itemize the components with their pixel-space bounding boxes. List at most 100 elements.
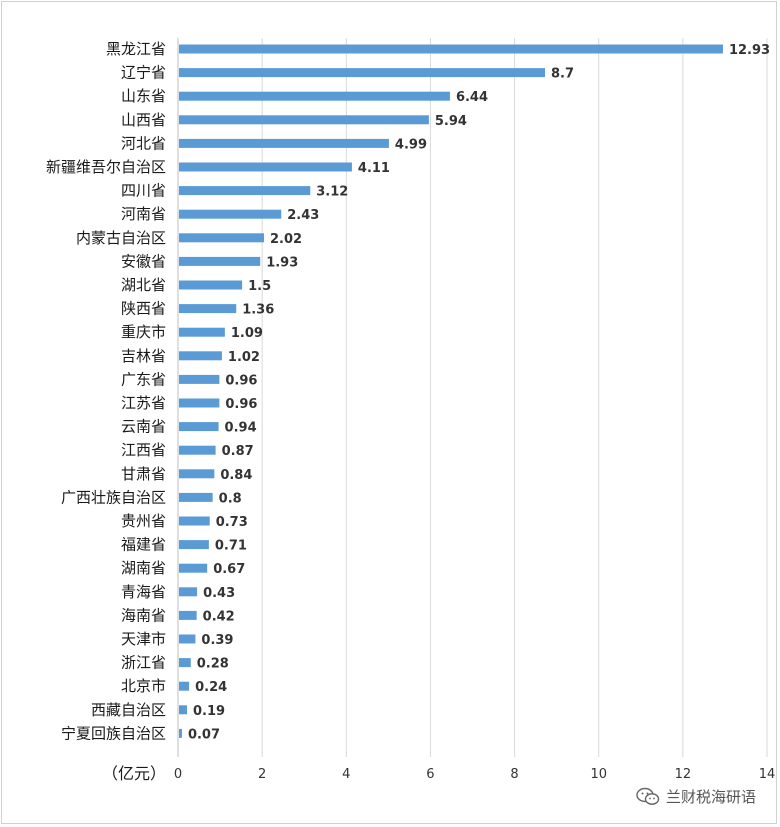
value-label: 0.71 — [215, 539, 247, 554]
category-label: 河南省 — [121, 205, 166, 223]
bar — [179, 374, 220, 384]
bar — [179, 233, 264, 243]
bar — [179, 186, 311, 196]
bar — [179, 256, 261, 266]
value-label: 5.94 — [435, 114, 467, 129]
category-label: 海南省 — [121, 606, 166, 624]
value-label: 0.73 — [216, 515, 248, 530]
value-label: 0.28 — [197, 657, 229, 672]
bar — [179, 209, 282, 219]
x-tick-label: 0 — [174, 767, 182, 782]
category-label: 贵州省 — [121, 512, 166, 530]
value-label: 2.43 — [287, 208, 319, 223]
x-tick-label: 2 — [258, 767, 266, 782]
category-label: 青海省 — [121, 583, 166, 601]
value-label: 1.36 — [242, 303, 274, 318]
value-label: 0.39 — [201, 633, 233, 648]
category-label: 江西省 — [121, 441, 166, 459]
bar — [179, 398, 220, 408]
bar — [179, 162, 352, 172]
watermark-text: 兰财税海研语 — [665, 788, 756, 806]
category-label: 陕西省 — [121, 300, 166, 318]
category-label: 山西省 — [121, 111, 166, 129]
bar — [179, 705, 187, 715]
bar — [179, 540, 209, 550]
value-label: 0.24 — [195, 680, 227, 695]
category-label: 吉林省 — [121, 347, 166, 365]
value-label: 12.93 — [729, 43, 770, 58]
category-label: 辽宁省 — [121, 64, 166, 82]
category-label: 云南省 — [121, 418, 166, 436]
category-label: 山东省 — [121, 87, 166, 105]
value-label: 0.42 — [203, 609, 235, 624]
value-label: 3.12 — [316, 185, 348, 200]
value-label: 4.11 — [358, 161, 390, 176]
value-label: 6.44 — [456, 90, 488, 105]
category-label: 湖北省 — [121, 276, 166, 294]
category-label: 广东省 — [121, 370, 166, 388]
value-label: 1.02 — [228, 350, 260, 365]
value-label-highlighted: 0.84 — [220, 468, 252, 483]
category-label: 西藏自治区 — [91, 701, 166, 719]
value-label: 1.5 — [248, 279, 271, 294]
value-label: 1.93 — [266, 255, 298, 270]
bar — [179, 658, 191, 668]
category-label: 安徽省 — [121, 252, 166, 270]
x-axis-unit-label: （亿元） — [102, 764, 166, 783]
category-label: 宁夏回族自治区 — [61, 724, 166, 742]
bar — [179, 138, 389, 148]
value-label: 1.09 — [231, 326, 263, 341]
category-label: 北京市 — [121, 677, 166, 695]
value-label: 8.7 — [551, 67, 574, 82]
category-label: 重庆市 — [121, 323, 166, 341]
category-label: 浙江省 — [121, 654, 166, 672]
value-label: 0.8 — [219, 491, 242, 506]
category-label: 四川省 — [121, 182, 166, 200]
bar — [179, 68, 546, 78]
bar — [179, 280, 243, 290]
value-label: 0.87 — [222, 444, 254, 459]
value-label: 2.02 — [270, 232, 302, 247]
value-label: 0.96 — [225, 373, 257, 388]
value-label: 0.19 — [193, 704, 225, 719]
bar — [179, 681, 190, 691]
value-label: 0.67 — [213, 562, 245, 577]
bar — [179, 610, 197, 620]
category-label: 湖南省 — [121, 559, 166, 577]
wechat-icon — [636, 787, 660, 805]
watermark: 兰财税海研语 — [636, 786, 756, 807]
value-label: 0.43 — [203, 586, 235, 601]
value-label: 0.94 — [225, 421, 257, 436]
bar — [179, 634, 196, 644]
bar — [179, 469, 215, 479]
bar — [179, 516, 210, 526]
value-label: 4.99 — [395, 137, 427, 152]
x-tick-label: 8 — [510, 767, 518, 782]
category-label: 江苏省 — [121, 394, 166, 412]
x-tick-label: 14 — [759, 767, 776, 782]
bar — [179, 728, 182, 738]
bar — [179, 304, 237, 314]
x-tick-label: 4 — [342, 767, 350, 782]
bar — [179, 351, 222, 361]
category-label: 福建省 — [121, 536, 166, 554]
bar — [179, 563, 208, 573]
bar — [179, 327, 225, 337]
bar — [179, 115, 429, 125]
x-tick-label: 10 — [590, 767, 607, 782]
category-label: 甘肃省 — [121, 465, 166, 483]
bar — [179, 91, 450, 101]
category-label: 河北省 — [121, 134, 166, 152]
bar — [179, 44, 723, 54]
category-label: 黑龙江省 — [106, 40, 166, 58]
category-label: 新疆维吾尔自治区 — [46, 158, 166, 176]
category-label: 内蒙古自治区 — [76, 229, 166, 247]
bar — [179, 492, 213, 502]
value-label: 0.96 — [225, 397, 257, 412]
x-tick-label: 12 — [675, 767, 692, 782]
x-tick-label: 6 — [426, 767, 434, 782]
category-label: 广西壮族自治区 — [61, 488, 166, 506]
category-label: 天津市 — [121, 630, 166, 648]
